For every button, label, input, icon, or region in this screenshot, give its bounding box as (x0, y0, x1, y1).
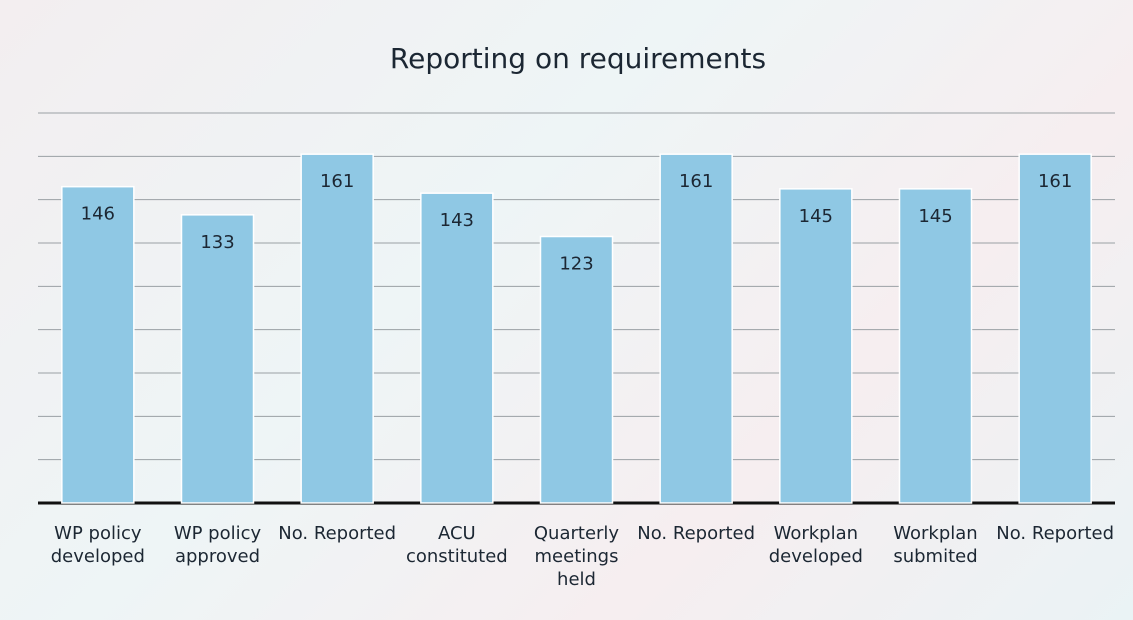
value-label: 133 (200, 232, 234, 253)
bar (1018, 153, 1092, 504)
value-label: 123 (559, 254, 593, 275)
bar (779, 188, 853, 504)
x-tick-label: Workplan developed (768, 523, 863, 567)
bar (61, 185, 135, 504)
value-label: 161 (679, 171, 713, 192)
value-label: 161 (320, 171, 354, 192)
value-label: 161 (1038, 171, 1072, 192)
value-label: 145 (799, 206, 833, 227)
x-tick-label: No. Reported (996, 523, 1115, 544)
bar (898, 188, 973, 504)
x-tick-label: WP policy approved (173, 523, 262, 567)
value-label: 145 (918, 206, 952, 227)
bar (420, 192, 494, 504)
x-tick-label: WP policy developed (50, 523, 145, 567)
x-tick-label: Workplan submited (893, 523, 978, 567)
bar (539, 235, 614, 504)
value-label: 143 (440, 210, 474, 231)
x-tick-label: Quarterly meetings held (533, 523, 620, 590)
x-tick-label: ACU constituted (405, 523, 508, 567)
bar (180, 214, 255, 504)
value-label: 146 (81, 204, 115, 225)
bar (300, 153, 374, 504)
chart-title: Reporting on requirements (390, 42, 766, 75)
bar (659, 153, 733, 504)
x-tick-label: No. Reported (278, 523, 397, 544)
x-tick-label: No. Reported (637, 523, 756, 544)
